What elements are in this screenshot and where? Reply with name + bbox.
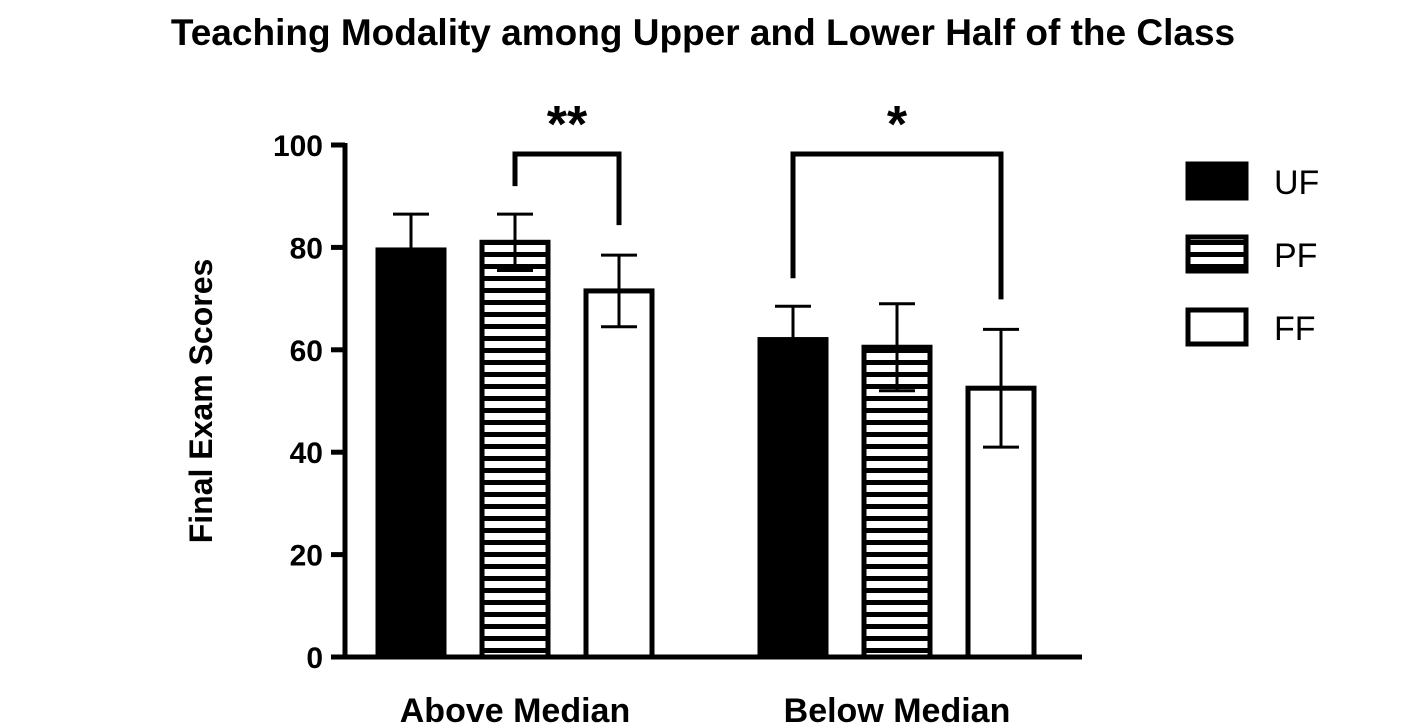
bar-pf-above bbox=[479, 239, 551, 660]
legend-swatch-uf bbox=[1185, 161, 1249, 201]
y-tick-label: 80 bbox=[290, 232, 323, 265]
axis-layer: 0 20 40 60 80 100 Final Exam Scores Above Media… bbox=[183, 130, 1082, 727]
y-axis-title: Final Exam Scores bbox=[183, 259, 219, 544]
legend-label-pf: PF bbox=[1274, 237, 1317, 275]
significance-label: ** bbox=[547, 96, 588, 154]
significance-label: * bbox=[887, 96, 908, 154]
bar-pf-below bbox=[861, 344, 933, 660]
chart-title: Teaching Modality among Upper and Lower … bbox=[170, 12, 1236, 53]
y-tick-label: 60 bbox=[290, 335, 323, 368]
legend-label-ff: FF bbox=[1274, 310, 1316, 348]
bar-ff-above bbox=[583, 288, 655, 660]
significance-layer: ** * bbox=[512, 96, 1004, 300]
x-category-label: Above Median bbox=[400, 692, 630, 727]
legend-swatch-ff bbox=[1185, 307, 1249, 347]
y-tick-label: 0 bbox=[306, 642, 323, 675]
y-tick-label: 100 bbox=[273, 130, 323, 163]
significance-bracket bbox=[512, 151, 622, 226]
significance-bracket bbox=[790, 151, 1004, 300]
legend-swatch-pf bbox=[1185, 234, 1249, 274]
y-tick-label: 20 bbox=[290, 540, 323, 573]
bar-layer bbox=[375, 212, 1037, 660]
legend-label-uf: UF bbox=[1274, 164, 1319, 202]
bar-uf-above bbox=[375, 247, 447, 660]
bar-uf-below bbox=[757, 337, 829, 660]
legend: UF PF FF bbox=[1185, 161, 1319, 348]
x-category-label: Below Median bbox=[784, 692, 1011, 727]
y-tick-label: 40 bbox=[290, 437, 323, 470]
